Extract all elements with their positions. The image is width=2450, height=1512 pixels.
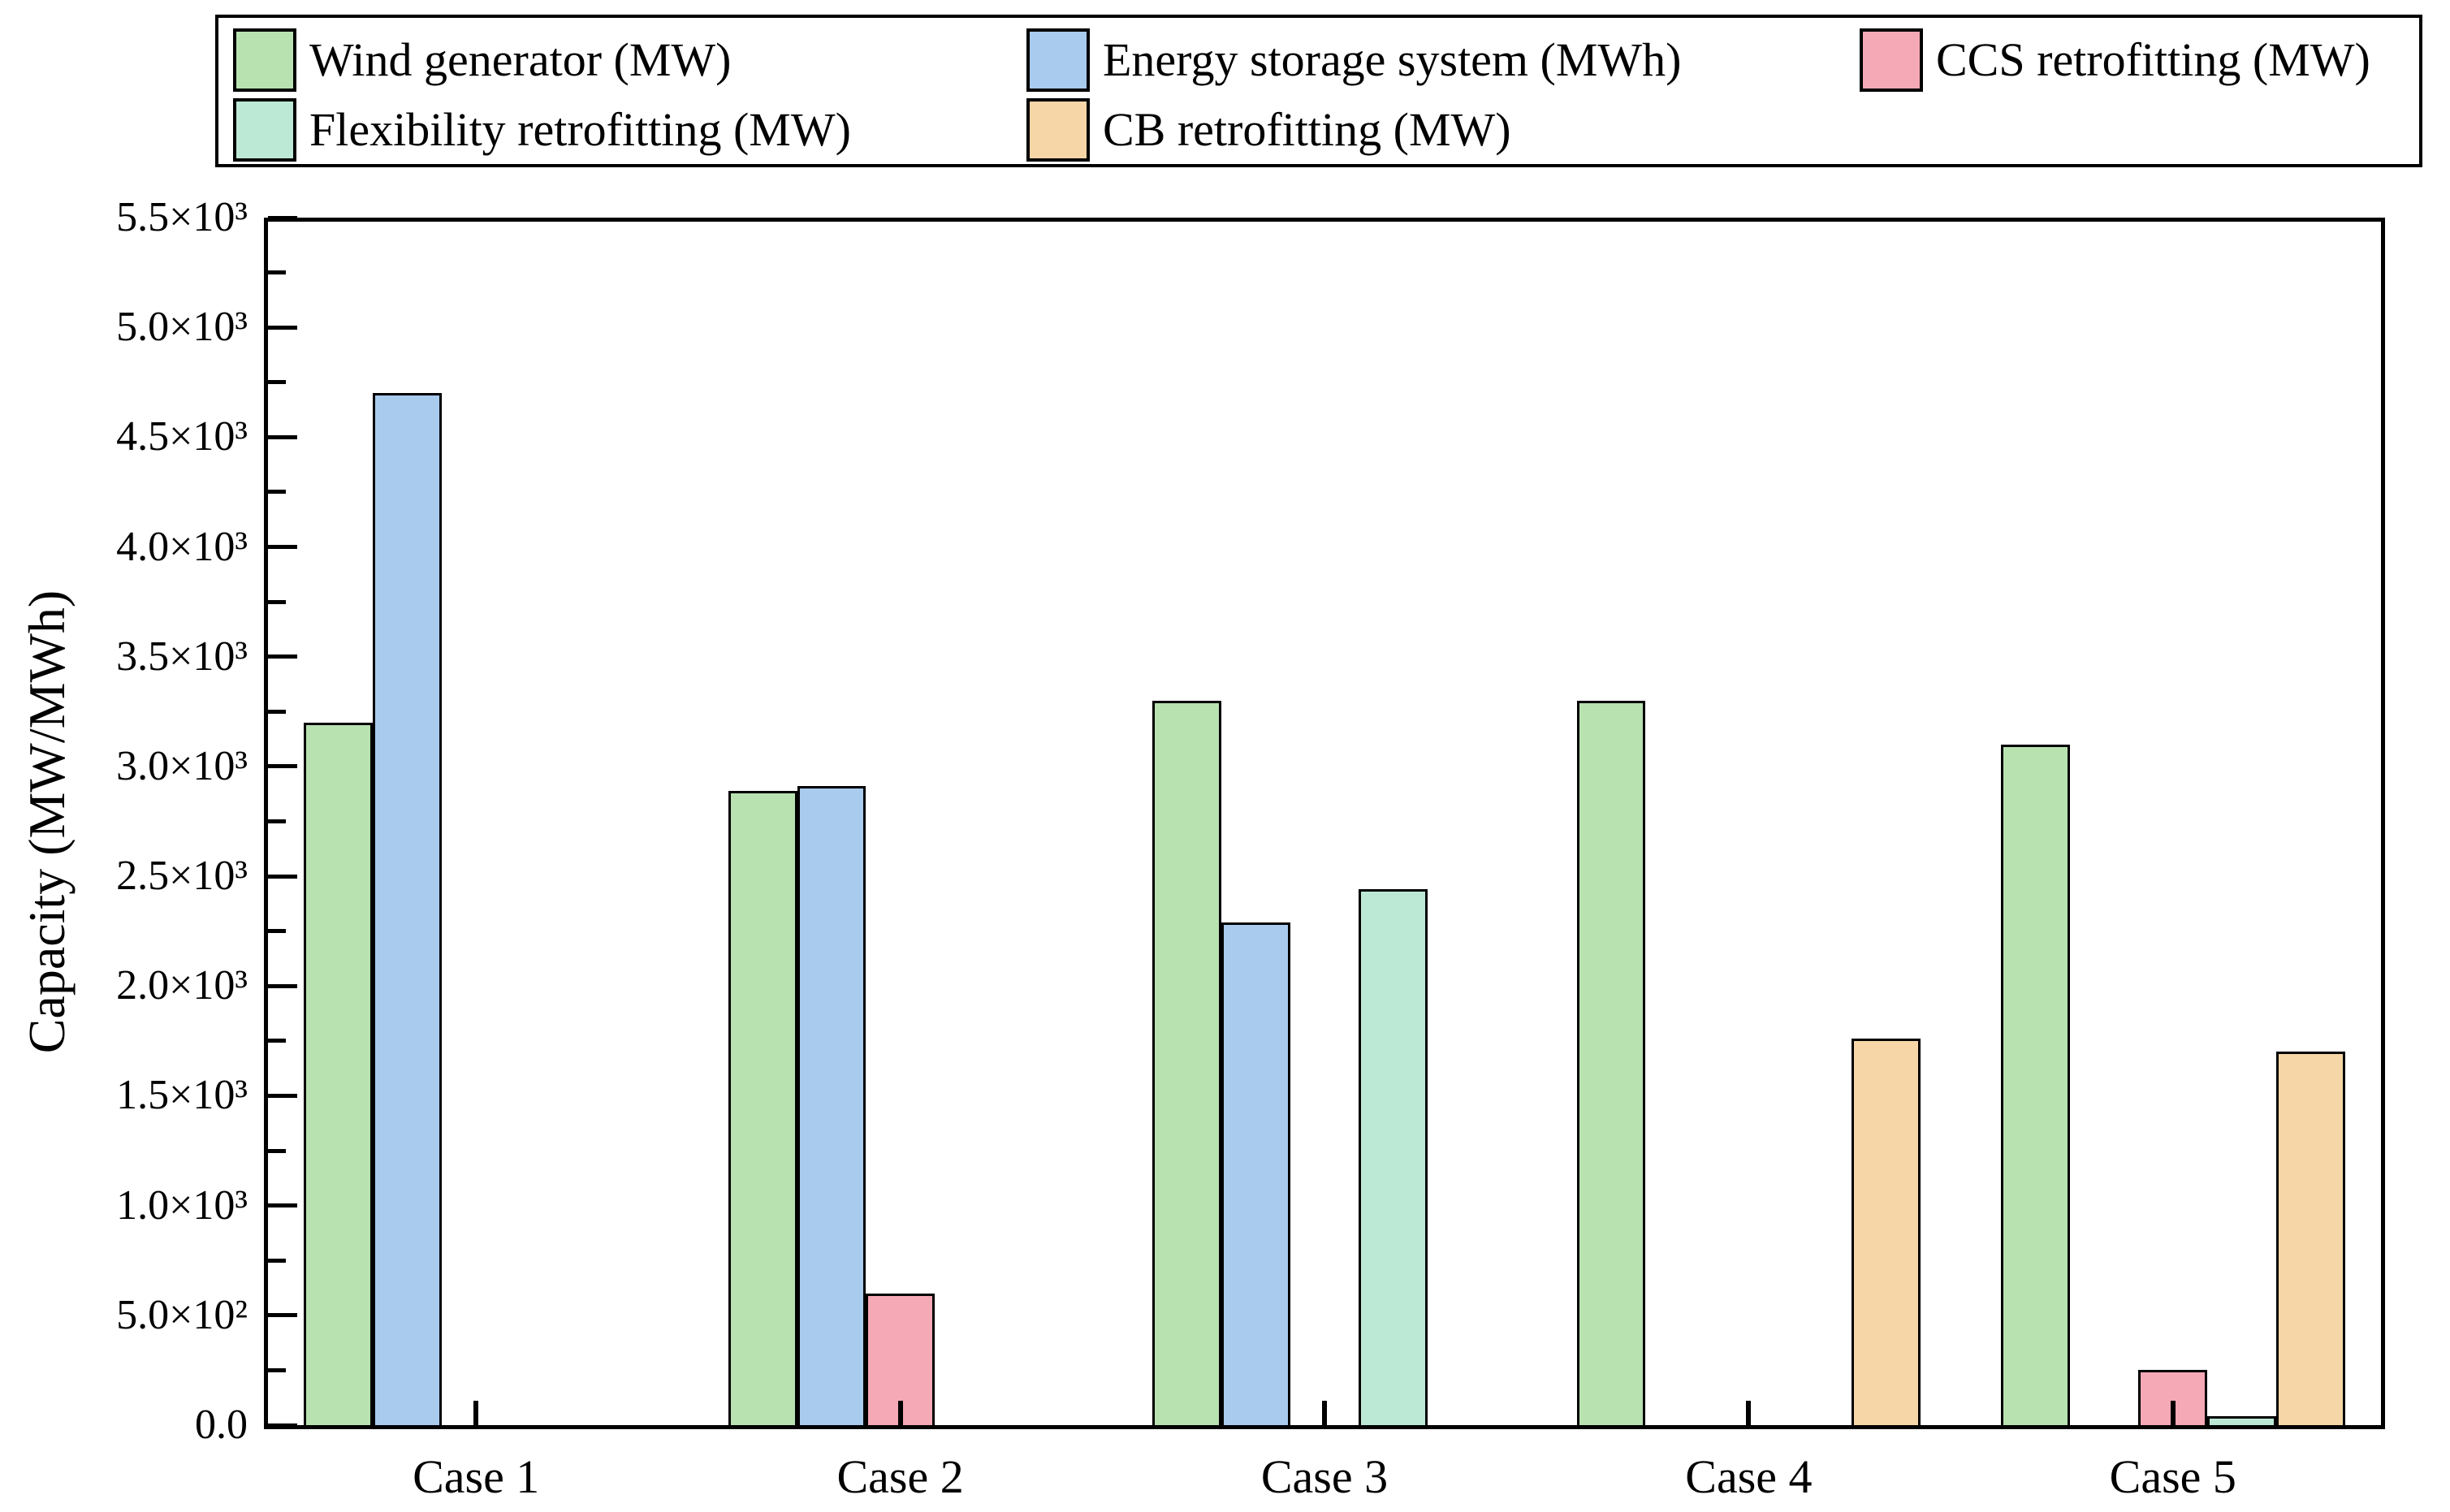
bar-energy-storage-system-mwh bbox=[373, 393, 442, 1425]
legend-item: Energy storage system (MWh) bbox=[1026, 26, 1681, 94]
y-major-tick bbox=[268, 654, 297, 659]
bar-wind-generator-mw bbox=[304, 723, 374, 1425]
x-category-label: Case 5 bbox=[2109, 1450, 2236, 1503]
y-major-tick bbox=[268, 1203, 297, 1208]
y-minor-tick bbox=[268, 599, 286, 604]
y-tick-label: 5.0×10³ bbox=[116, 304, 248, 351]
legend-label: CB retrofitting (MW) bbox=[1103, 103, 1511, 156]
x-category-label: Case 2 bbox=[836, 1450, 964, 1503]
legend-label: CCS retrofitting (MW) bbox=[1936, 33, 2370, 86]
bar-wind-generator-mw bbox=[728, 791, 797, 1425]
legend-label: Flexibility retrofitting (MW) bbox=[309, 103, 851, 156]
y-tick-label: 4.0×10³ bbox=[116, 523, 248, 570]
y-minor-tick bbox=[268, 1258, 286, 1263]
y-major-tick bbox=[268, 434, 297, 439]
y-major-tick bbox=[268, 215, 297, 220]
bar-wind-generator-mw bbox=[2001, 745, 2070, 1425]
y-major-tick bbox=[268, 1093, 297, 1098]
y-tick-label: 5.5×10³ bbox=[116, 194, 248, 240]
y-minor-tick bbox=[268, 270, 286, 275]
bar-flexibility-retrofitting-mw bbox=[1359, 889, 1428, 1425]
bar-wind-generator-mw bbox=[1152, 701, 1221, 1425]
x-category-label: Case 1 bbox=[413, 1450, 540, 1503]
y-tick-label: 3.5×10³ bbox=[116, 633, 248, 680]
x-tick bbox=[1322, 1401, 1327, 1425]
y-major-tick bbox=[268, 983, 297, 988]
x-tick bbox=[473, 1401, 479, 1425]
y-major-tick bbox=[268, 545, 297, 550]
legend-item: Flexibility retrofitting (MW) bbox=[233, 96, 851, 164]
y-minor-tick bbox=[268, 709, 286, 714]
legend-box: Wind generator (MW) Energy storage system… bbox=[215, 15, 2422, 167]
y-minor-tick bbox=[268, 1039, 286, 1043]
y-major-tick bbox=[268, 325, 297, 330]
y-tick-label: 0.0 bbox=[195, 1402, 248, 1448]
y-axis-title: Capacity (MW/MWh) bbox=[18, 590, 76, 1053]
legend-swatch-icon bbox=[1026, 98, 1090, 162]
y-tick-label: 5.0×10² bbox=[116, 1291, 248, 1338]
y-tick-label: 1.5×10³ bbox=[116, 1072, 248, 1119]
y-major-tick bbox=[268, 1313, 297, 1318]
x-tick bbox=[1746, 1401, 1752, 1425]
legend-swatch-icon bbox=[1860, 28, 1923, 92]
x-tick bbox=[2170, 1401, 2176, 1425]
bar-wind-generator-mw bbox=[1576, 701, 1646, 1425]
x-tick bbox=[897, 1401, 903, 1425]
y-minor-tick bbox=[268, 1148, 286, 1153]
x-category-label: Case 3 bbox=[1260, 1450, 1389, 1503]
x-category-label: Case 4 bbox=[1685, 1450, 1813, 1503]
y-major-tick bbox=[268, 1423, 297, 1428]
legend-item: CCS retrofitting (MW) bbox=[1860, 26, 2370, 94]
y-major-tick bbox=[268, 764, 297, 769]
legend-item: CB retrofitting (MW) bbox=[1026, 96, 1511, 164]
legend-item: Wind generator (MW) bbox=[233, 26, 731, 94]
y-minor-tick bbox=[268, 1367, 286, 1372]
bar-energy-storage-system-mwh bbox=[1221, 922, 1290, 1425]
y-tick-label: 3.0×10³ bbox=[116, 742, 248, 789]
bar-energy-storage-system-mwh bbox=[797, 786, 866, 1425]
y-minor-tick bbox=[268, 380, 286, 385]
y-minor-tick bbox=[268, 929, 286, 934]
y-tick-label: 2.5×10³ bbox=[116, 853, 248, 900]
bar-cb-retrofitting-mw bbox=[2275, 1052, 2345, 1425]
bar-cb-retrofitting-mw bbox=[1852, 1039, 1921, 1425]
y-minor-tick bbox=[268, 490, 286, 495]
legend-swatch-icon bbox=[233, 98, 296, 162]
legend-swatch-icon bbox=[1026, 28, 1090, 92]
y-minor-tick bbox=[268, 819, 286, 823]
legend-label: Wind generator (MW) bbox=[309, 33, 732, 86]
y-tick-label: 4.5×10³ bbox=[116, 413, 248, 460]
y-tick-label: 1.0×10³ bbox=[116, 1182, 248, 1229]
y-tick-label: 2.0×10³ bbox=[116, 962, 248, 1009]
legend-label: Energy storage system (MWh) bbox=[1103, 33, 1682, 86]
bar-flexibility-retrofitting-mw bbox=[2207, 1416, 2276, 1425]
y-major-tick bbox=[268, 874, 297, 879]
legend-swatch-icon bbox=[233, 28, 296, 92]
